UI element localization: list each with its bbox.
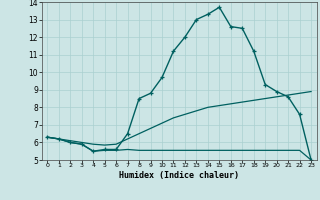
X-axis label: Humidex (Indice chaleur): Humidex (Indice chaleur) <box>119 171 239 180</box>
